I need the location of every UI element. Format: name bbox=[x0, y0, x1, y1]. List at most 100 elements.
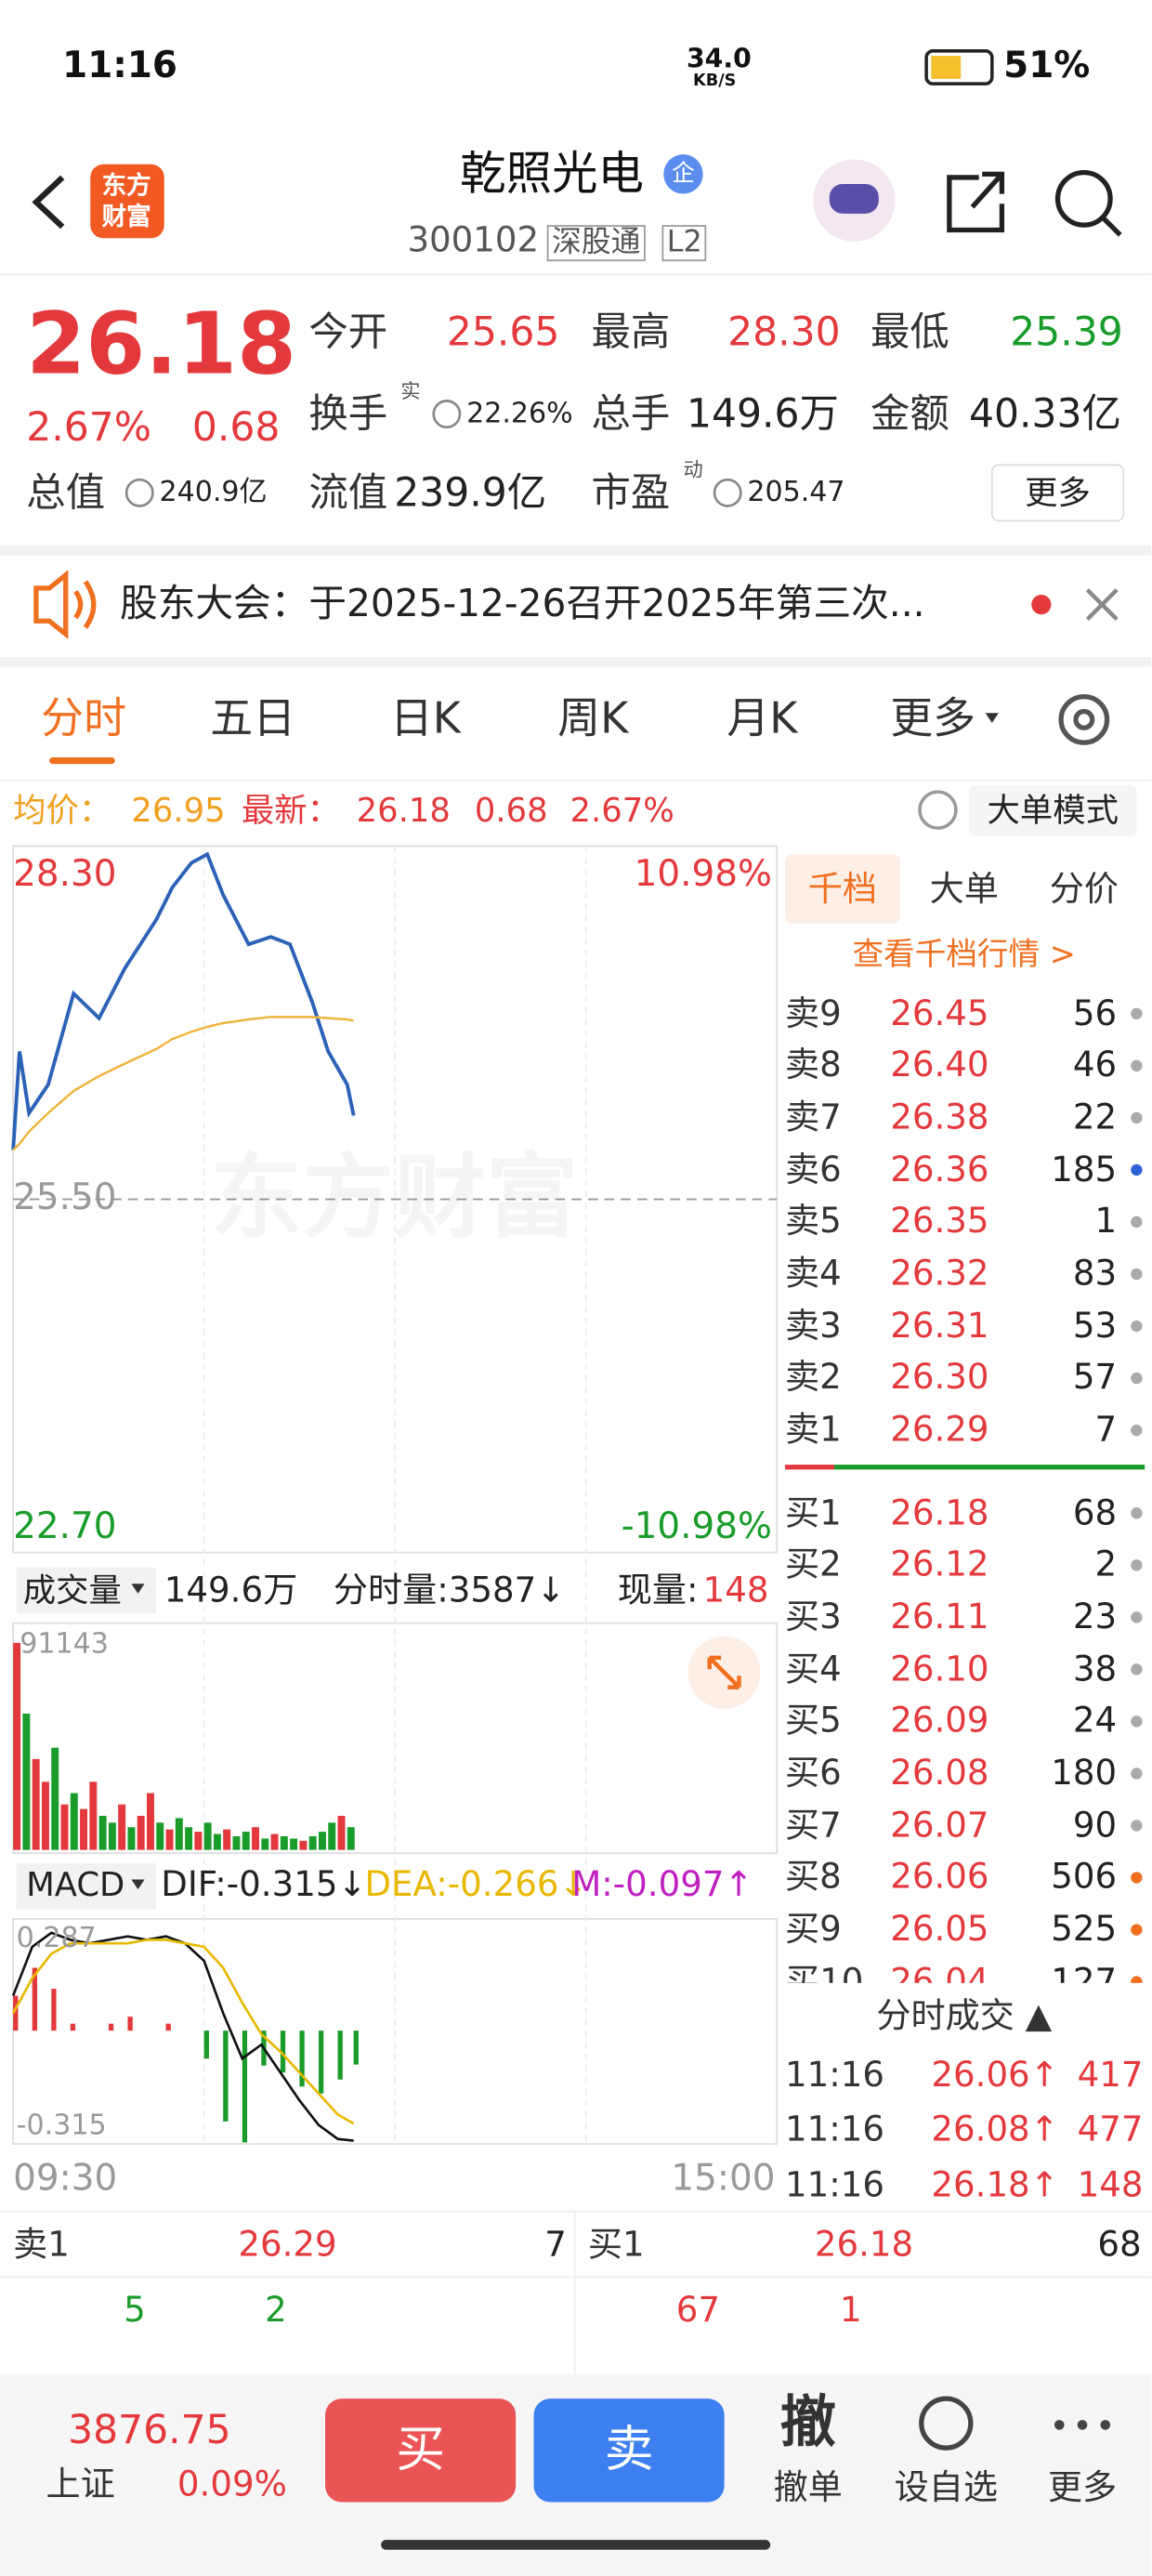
volume-bar bbox=[337, 1815, 346, 1850]
share-icon[interactable] bbox=[947, 171, 1005, 233]
close-icon[interactable] bbox=[1085, 588, 1119, 622]
book-tab[interactable]: 分价 bbox=[1049, 868, 1119, 908]
book-dot bbox=[1131, 1872, 1143, 1884]
macd-label: MACD bbox=[26, 1864, 125, 1904]
book-dot bbox=[1131, 1663, 1143, 1676]
price-line bbox=[11, 851, 356, 1150]
volume-bar bbox=[137, 1815, 145, 1850]
buy-text[interactable]: 买 bbox=[396, 2421, 446, 2479]
book-price: 26.32 bbox=[890, 1253, 989, 1294]
stock-name: 乾照光电 bbox=[459, 146, 645, 201]
tab[interactable]: 分时 bbox=[41, 694, 127, 744]
book-price: 26.10 bbox=[890, 1649, 989, 1689]
more-button[interactable] bbox=[990, 464, 1125, 522]
l1-detail: 67 bbox=[675, 2289, 720, 2329]
tab[interactable]: 周K bbox=[557, 694, 629, 744]
dropdown-icon bbox=[131, 1584, 145, 1594]
book-link[interactable]: 查看千档行情 > bbox=[852, 935, 1076, 972]
buy-button[interactable] bbox=[325, 2399, 517, 2503]
trade-volume: 148 bbox=[1077, 2164, 1144, 2204]
macd-bar bbox=[280, 2031, 286, 2073]
field-label: 最低 bbox=[870, 309, 949, 355]
book-price: 26.09 bbox=[890, 1701, 989, 1741]
logo bbox=[90, 164, 164, 239]
price: 26.18 bbox=[26, 296, 297, 395]
mode-button-text[interactable]: 大单模式 bbox=[987, 790, 1119, 830]
tab[interactable]: 更多 bbox=[890, 694, 976, 744]
stock-code: 300102 bbox=[407, 219, 540, 259]
book-volume: 1 bbox=[1094, 1201, 1118, 1242]
battery: 51% bbox=[1003, 46, 1091, 87]
book-label: 卖4 bbox=[785, 1253, 842, 1294]
index-pct: 0.09% bbox=[177, 2463, 287, 2504]
field-value: 239.9亿 bbox=[394, 469, 547, 517]
latest: 26.18 bbox=[356, 790, 451, 830]
book-tab[interactable]: 千档 bbox=[807, 868, 878, 908]
book-price: 26.38 bbox=[890, 1097, 989, 1137]
book-volume: 180 bbox=[1051, 1753, 1118, 1793]
book-volume: 185 bbox=[1051, 1149, 1118, 1189]
volume-bar bbox=[60, 1804, 69, 1850]
separator bbox=[0, 545, 1152, 556]
macd-bar bbox=[203, 2031, 209, 2059]
field-label: 换手 bbox=[308, 390, 388, 438]
m-label: M:-0.097↑ bbox=[571, 1863, 753, 1904]
tool-label[interactable]: 设自选 bbox=[894, 2466, 998, 2506]
y-tick-label: 28.30 bbox=[13, 854, 117, 896]
book-dot bbox=[1131, 1059, 1143, 1072]
book-price: 26.45 bbox=[890, 992, 989, 1033]
tool-label[interactable]: 撤单 bbox=[773, 2466, 843, 2506]
book-volume: 23 bbox=[1072, 1597, 1118, 1636]
volume-max: 91143 bbox=[20, 1627, 109, 1661]
field-sup: 动 bbox=[683, 458, 703, 481]
active-book-tab bbox=[785, 854, 900, 924]
more-button-text[interactable]: 更多 bbox=[1025, 473, 1091, 513]
macd-tick-label: -0.315 bbox=[16, 2109, 107, 2142]
field-label: 市盈 bbox=[591, 469, 671, 517]
book-label: 买2 bbox=[785, 1544, 842, 1584]
book-price: 26.07 bbox=[890, 1805, 989, 1845]
back-icon[interactable] bbox=[32, 175, 65, 230]
macd-menu[interactable] bbox=[16, 1862, 156, 1910]
book-dot bbox=[1131, 1924, 1143, 1936]
trade-time: 11:16 bbox=[785, 2164, 885, 2204]
macd-bar bbox=[242, 2031, 248, 2143]
book-label: 卖1 bbox=[785, 1410, 842, 1450]
volume-bar bbox=[118, 1804, 126, 1850]
volume-bar bbox=[347, 1827, 355, 1850]
volume-bar bbox=[308, 1835, 317, 1850]
mode-button[interactable] bbox=[969, 785, 1137, 836]
field-label: 今开 bbox=[308, 309, 388, 355]
trade-volume: 417 bbox=[1077, 2054, 1144, 2095]
volume-bar bbox=[127, 1827, 136, 1850]
tab[interactable]: 月K bbox=[727, 694, 798, 744]
tab[interactable]: 日K bbox=[389, 694, 461, 744]
tab[interactable]: 五日 bbox=[210, 694, 296, 744]
volume-menu[interactable] bbox=[16, 1567, 156, 1614]
book-dot bbox=[1131, 1216, 1143, 1229]
trade-time: 11:16 bbox=[785, 2054, 885, 2095]
l1-label: 卖1 bbox=[13, 2223, 70, 2264]
search-icon[interactable] bbox=[1054, 169, 1113, 228]
volume-bar bbox=[156, 1822, 164, 1850]
sell-button[interactable] bbox=[533, 2399, 725, 2503]
latest-pct: 2.67% bbox=[569, 790, 674, 830]
sell-text[interactable]: 卖 bbox=[604, 2421, 654, 2479]
book-tab[interactable]: 大单 bbox=[929, 868, 999, 908]
field-value: 240.9亿 bbox=[159, 475, 268, 509]
volume-bar bbox=[261, 1838, 269, 1850]
help-icon[interactable] bbox=[918, 790, 958, 830]
latest-change: 0.68 bbox=[474, 790, 548, 830]
book-volume: 7 bbox=[1094, 1410, 1118, 1450]
volume-bar bbox=[299, 1840, 308, 1850]
settings-icon[interactable] bbox=[1058, 693, 1110, 745]
trade-time: 11:16 bbox=[785, 2109, 885, 2149]
l1-price: 26.18 bbox=[814, 2223, 914, 2264]
macd-bar bbox=[108, 2023, 114, 2031]
dea-line bbox=[11, 1939, 355, 2125]
x-tick-label: 09:30 bbox=[13, 2159, 118, 2201]
watch-icon[interactable] bbox=[919, 2396, 974, 2451]
volume-bar bbox=[13, 1642, 21, 1850]
tool-label[interactable]: 更多 bbox=[1047, 2466, 1118, 2506]
